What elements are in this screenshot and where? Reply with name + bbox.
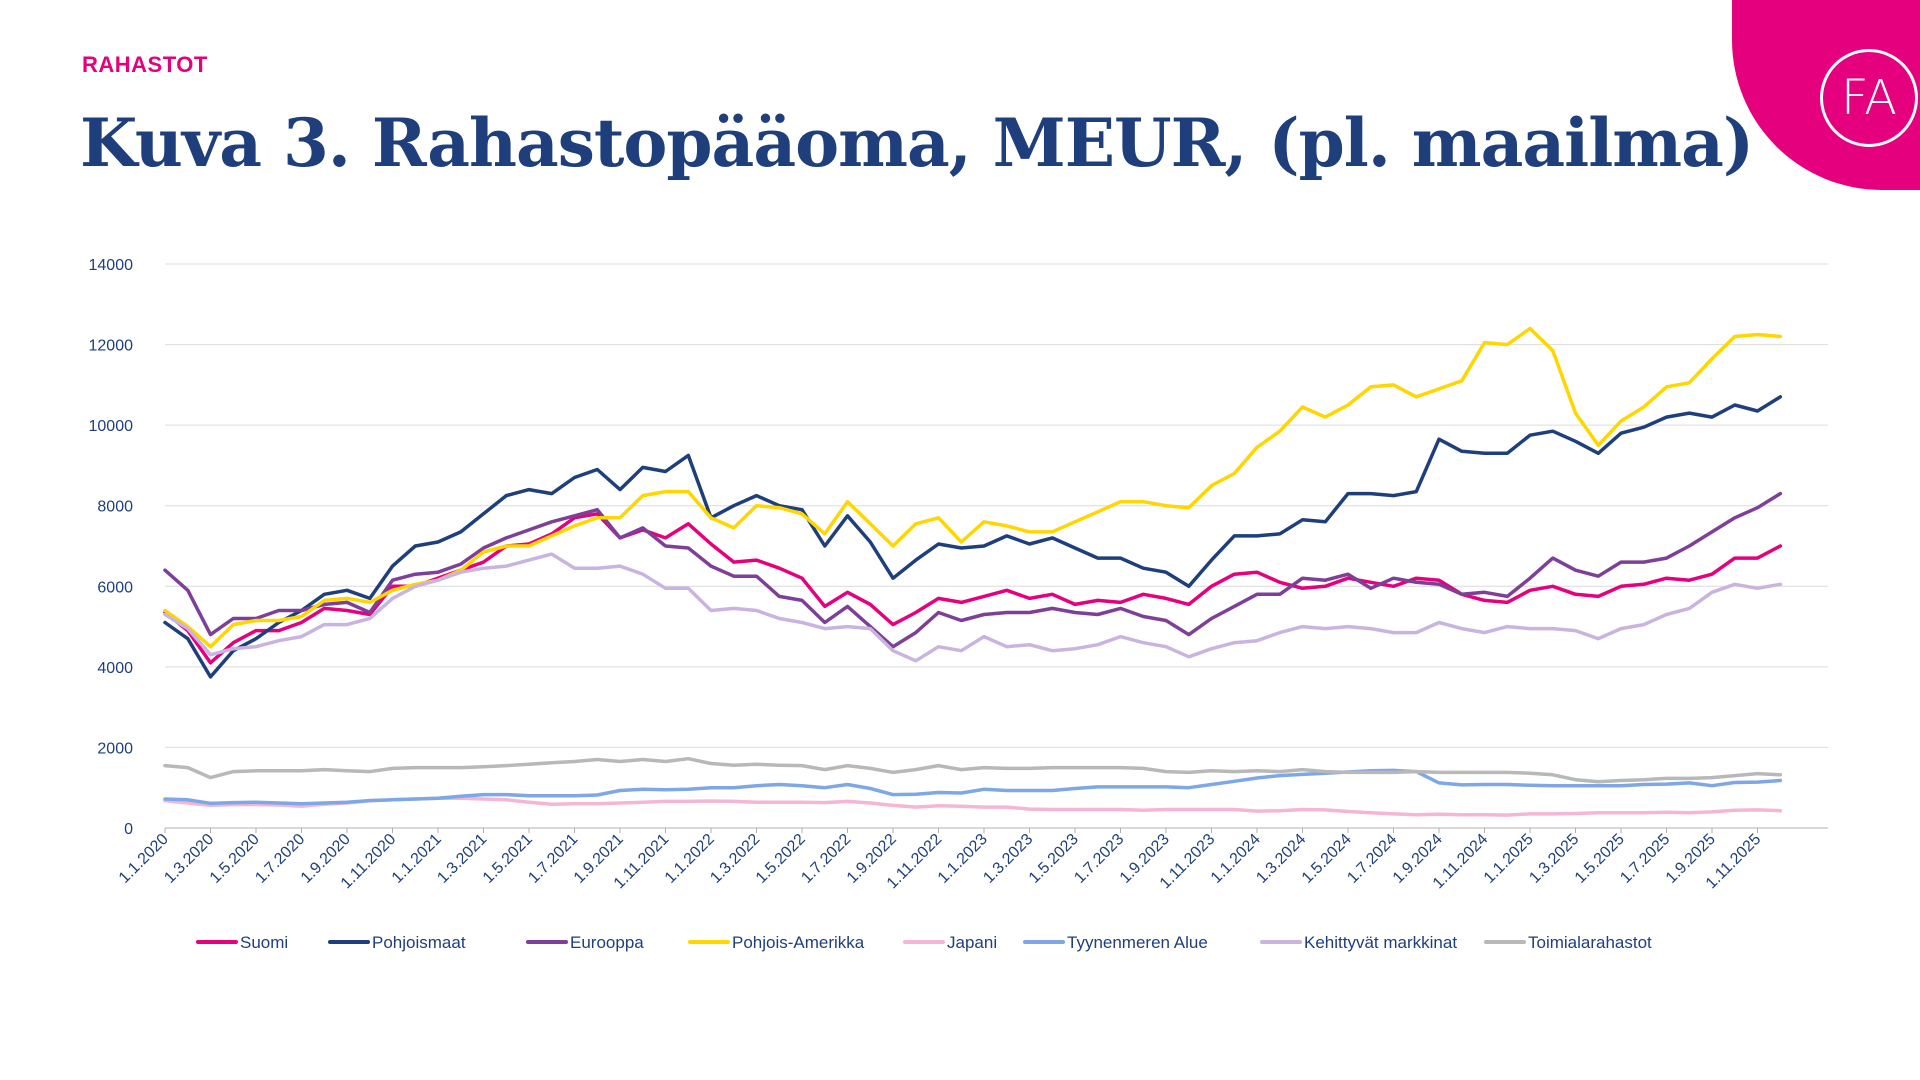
legend-label: Pohjois-Amerikka	[732, 933, 865, 952]
y-tick-label: 8000	[97, 499, 133, 516]
y-tick-label: 0	[124, 821, 133, 838]
series-line-eurooppa	[163, 491, 1783, 649]
y-tick-label: 12000	[89, 338, 134, 355]
logo-badge: FA	[1732, 0, 1920, 190]
page-title: Kuva 3. Rahastopääoma, MEUR, (pl. maailm…	[80, 104, 1754, 182]
section-label: RAHASTOT	[82, 52, 208, 77]
legend-label: Toimialarahastot	[1528, 933, 1652, 952]
chart-series	[163, 326, 1783, 817]
y-tick-label: 14000	[89, 257, 134, 274]
fa-logo-icon: FA	[1820, 49, 1918, 147]
series-line-pohjoismaat	[163, 395, 1783, 679]
legend-label: Tyynenmeren Alue	[1067, 933, 1208, 952]
y-tick-label: 4000	[97, 660, 133, 677]
y-tick-label: 6000	[97, 579, 133, 596]
series-line-suomi	[163, 512, 1783, 665]
y-axis-ticks: 0 2000 4000 6000 8000 10000 12000 14000	[89, 257, 134, 838]
x-axis-ticks: 1.1.20201.3.20201.5.20201.7.20201.9.2020…	[116, 828, 1764, 892]
legend-label: Japani	[947, 933, 997, 952]
legend-label: Kehittyvät markkinat	[1304, 933, 1457, 952]
y-tick-label: 2000	[97, 740, 133, 757]
chart-legend: Suomi Pohjoismaat Eurooppa Pohjois-Amerikka…	[196, 933, 1652, 952]
series-line-kehittyvät-markkinat	[163, 552, 1783, 663]
legend-label: Pohjoismaat	[372, 933, 466, 952]
series-line-tyynenmeren-alue	[163, 768, 1783, 806]
series-line-toimialarahastot	[163, 756, 1783, 784]
legend-label: Suomi	[240, 933, 288, 952]
legend-label: Eurooppa	[570, 933, 644, 952]
y-tick-label: 10000	[89, 418, 134, 435]
chart-gridlines	[165, 263, 1828, 829]
